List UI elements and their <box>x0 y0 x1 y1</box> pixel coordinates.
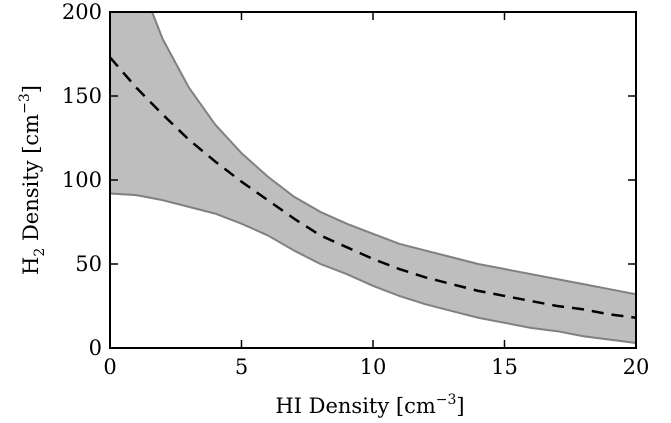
x-axis-label: HI Density [cm−3] <box>275 392 464 418</box>
uncertainty-band <box>110 12 636 343</box>
y-tick-label: 50 <box>75 252 102 276</box>
x-tick-label: 0 <box>103 355 116 379</box>
median-dashed-line <box>110 56 636 319</box>
x-tick-label: 10 <box>360 355 387 379</box>
y-tick-label: 150 <box>62 84 102 108</box>
upper-bound-line <box>151 12 636 296</box>
x-tick-label: 20 <box>623 355 650 379</box>
y-tick-label: 0 <box>89 336 102 360</box>
y-axis-label: H2 Density [cm−3] <box>17 85 48 275</box>
axes-frame <box>109 11 637 349</box>
y-tick-label: 200 <box>62 0 102 24</box>
lower-bound-line <box>110 192 636 344</box>
plot-area <box>110 12 636 344</box>
x-tick-label: 15 <box>491 355 518 379</box>
y-tick-label: 100 <box>62 168 102 192</box>
x-tick-label: 5 <box>235 355 248 379</box>
